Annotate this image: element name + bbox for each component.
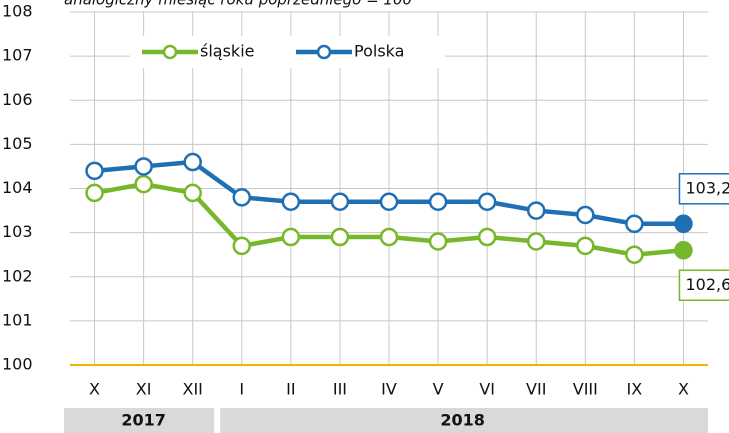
point — [674, 214, 693, 234]
x-tick-label: I — [239, 380, 244, 399]
x-tick-label: V — [433, 380, 444, 399]
y-tick-label: 103 — [2, 222, 33, 241]
x-tick-label: IV — [381, 380, 397, 399]
x-tick-label: X — [678, 380, 689, 399]
y-tick-label: 105 — [2, 134, 33, 153]
x-tick-label: VIII — [573, 380, 598, 399]
x-tick-label: IX — [627, 380, 643, 399]
y-tick-label: 104 — [2, 178, 33, 197]
point — [576, 205, 595, 225]
point — [183, 183, 202, 203]
point — [428, 192, 448, 211]
point — [281, 227, 301, 247]
x-tick-label: XII — [182, 380, 202, 399]
legend-marker — [162, 44, 178, 60]
point — [330, 192, 350, 211]
point — [477, 192, 497, 211]
point — [674, 241, 693, 260]
x-tick-label: II — [286, 380, 295, 399]
legend-label: śląskie — [200, 42, 254, 61]
x-tick-label: VI — [479, 380, 495, 399]
year-band — [64, 408, 215, 433]
legend-label: Polska — [354, 42, 404, 61]
x-tick-label: III — [333, 380, 347, 399]
point — [85, 183, 104, 203]
value-label-box — [678, 173, 729, 205]
point — [134, 157, 153, 176]
point — [330, 227, 350, 247]
year-label: 2017 — [121, 411, 166, 430]
y-tick-label: 101 — [2, 310, 33, 329]
year-band — [220, 408, 708, 433]
y-tick-label: 108 — [2, 2, 33, 21]
legend-marker — [316, 44, 332, 60]
point — [134, 174, 153, 194]
point — [183, 152, 202, 172]
y-tick-label: 100 — [2, 355, 33, 374]
value-label-box — [678, 269, 729, 302]
point — [576, 236, 595, 256]
point — [526, 201, 546, 220]
point — [232, 236, 252, 256]
x-tick-label: XI — [136, 380, 152, 399]
x-tick-label: VII — [526, 380, 546, 399]
y-tick-label: 107 — [2, 46, 33, 65]
value-label: 103,2 — [685, 178, 729, 197]
point — [625, 245, 644, 264]
point — [625, 214, 644, 234]
point — [477, 227, 497, 247]
point — [232, 188, 252, 207]
year-label: 2018 — [440, 411, 485, 430]
chart-subtitle: analogiczny miesiąc roku poprzedniego = … — [64, 0, 412, 9]
point — [526, 232, 546, 251]
y-tick-label: 102 — [2, 266, 33, 285]
y-tick-label: 106 — [2, 90, 33, 109]
point — [428, 232, 448, 251]
point — [379, 192, 399, 211]
point — [85, 161, 104, 181]
point — [379, 227, 399, 247]
point — [281, 192, 301, 211]
x-tick-label: X — [89, 380, 100, 399]
value-label: 102,6 — [685, 275, 729, 294]
